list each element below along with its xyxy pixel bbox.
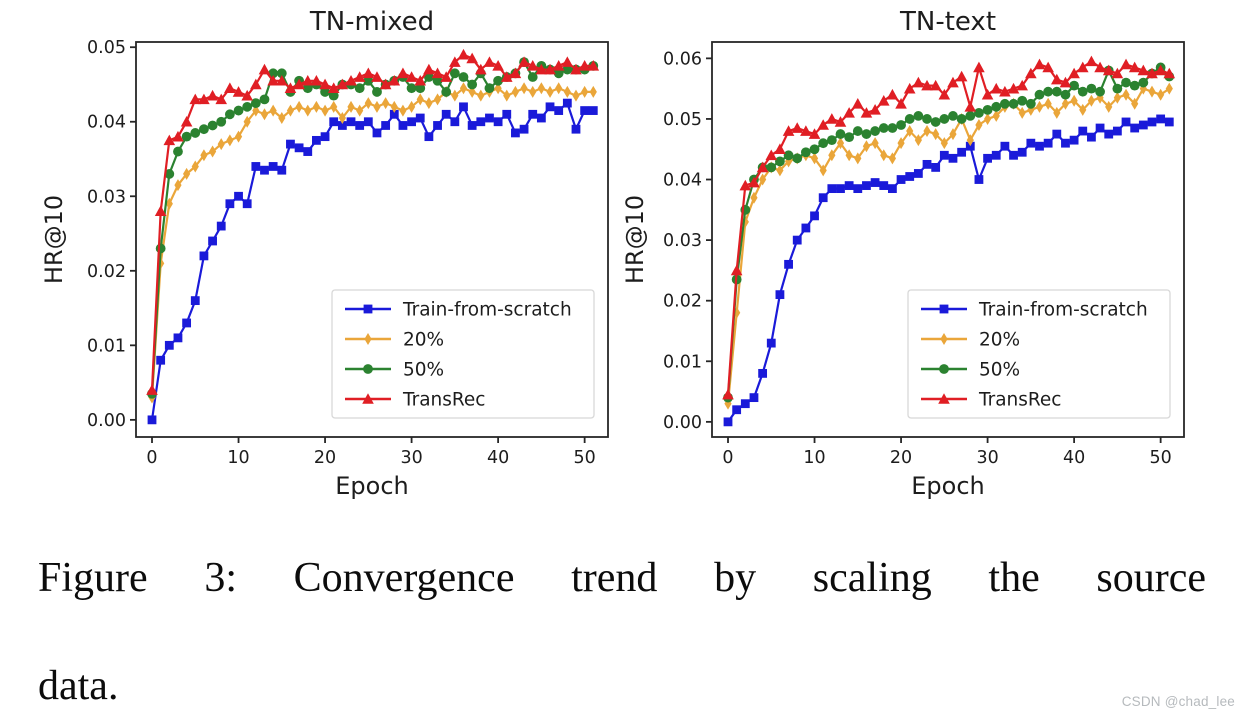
x-tick-label: 10 [803, 448, 825, 468]
legend-item: TransRec [921, 390, 1061, 411]
x-tick-label: 50 [573, 448, 595, 468]
legend-label: Train-from-scratch [978, 300, 1148, 321]
y-tick-label: 0.03 [87, 187, 126, 207]
legend-item: 50% [921, 360, 1020, 381]
x-tick-label: 40 [1063, 448, 1085, 468]
chart-tn-text: TN-text 0.00 0.01 0.02 0.03 0.04 0.05 0.06 HR@10… [621, 7, 1185, 500]
x-tick-label: 0 [146, 448, 157, 468]
x-tick-label: 20 [314, 448, 336, 468]
x-tick-label: 10 [227, 448, 249, 468]
legend-label: 20% [979, 330, 1020, 351]
legend-item: Train-from-scratch [921, 300, 1148, 321]
y-tick-label: 0.05 [87, 38, 126, 58]
chart-title: TN-mixed [309, 7, 434, 37]
csdn-watermark: CSDN @chad_lee [1121, 694, 1235, 709]
legend-label: TransRec [978, 390, 1061, 411]
series-train-from-scratch [723, 114, 1174, 427]
series-transrec [722, 55, 1176, 400]
x-tick-label: 30 [976, 448, 998, 468]
figure-caption: Figure 3: Convergence trend by scaling t… [38, 552, 1206, 713]
legend-item: 20% [345, 330, 444, 351]
y-tick-label: 0.03 [663, 231, 702, 251]
x-axis-label: Epoch [911, 472, 985, 500]
legend-label: 50% [403, 360, 444, 381]
y-tick-label: 0.04 [87, 113, 126, 133]
y-axis: 0.00 0.01 0.02 0.03 0.04 0.05 0.06 HR@10 [621, 49, 712, 433]
legend-item: 50% [345, 360, 444, 381]
figure-caption-line1: Figure 3: Convergence trend by scaling t… [38, 555, 1206, 601]
x-axis: 0 10 20 30 40 50 Epoch [722, 437, 1172, 500]
y-tick-label: 0.05 [663, 110, 702, 130]
x-tick-label: 20 [890, 448, 912, 468]
legend: Train-from-scratch 20% 50% TransRec [331, 289, 595, 419]
x-axis-label: Epoch [335, 472, 409, 500]
legend-item: 20% [921, 330, 1020, 351]
y-tick-label: 0.02 [663, 292, 702, 312]
legend-label: 20% [403, 330, 444, 351]
figure-charts: TN-mixed 0.00 0.01 0.02 0.03 0.04 0.05 HR@10 0 10… [40, 7, 1185, 500]
legend-label: 50% [979, 360, 1020, 381]
legend: Train-from-scratch 20% 50% TransRec [907, 289, 1171, 419]
legend-label: TransRec [402, 390, 485, 411]
y-axis: 0.00 0.01 0.02 0.03 0.04 0.05 HR@10 [40, 38, 136, 431]
x-tick-label: 0 [722, 448, 733, 468]
y-tick-label: 0.01 [87, 336, 126, 356]
y-tick-label: 0.02 [87, 262, 126, 282]
chart-tn-mixed: TN-mixed 0.00 0.01 0.02 0.03 0.04 0.05 HR@10 0 10… [40, 7, 609, 500]
series-transrec [146, 48, 600, 395]
legend-item: TransRec [345, 390, 485, 411]
y-axis-label: HR@10 [40, 195, 68, 284]
y-tick-label: 0.00 [663, 413, 702, 433]
y-tick-label: 0.00 [87, 411, 126, 431]
y-tick-label: 0.01 [663, 352, 702, 372]
x-axis: 0 10 20 30 40 50 Epoch [146, 437, 596, 500]
chart-title: TN-text [899, 7, 996, 37]
legend-label: Train-from-scratch [402, 300, 572, 321]
series-train-from-scratch [147, 98, 598, 425]
figure-caption-line2: data. [38, 662, 119, 709]
x-tick-label: 40 [487, 448, 509, 468]
y-tick-label: 0.06 [663, 49, 702, 69]
y-axis-label: HR@10 [621, 195, 649, 284]
x-tick-label: 30 [400, 448, 422, 468]
y-tick-label: 0.04 [663, 171, 702, 191]
x-tick-label: 50 [1149, 448, 1171, 468]
legend-item: Train-from-scratch [345, 300, 572, 321]
